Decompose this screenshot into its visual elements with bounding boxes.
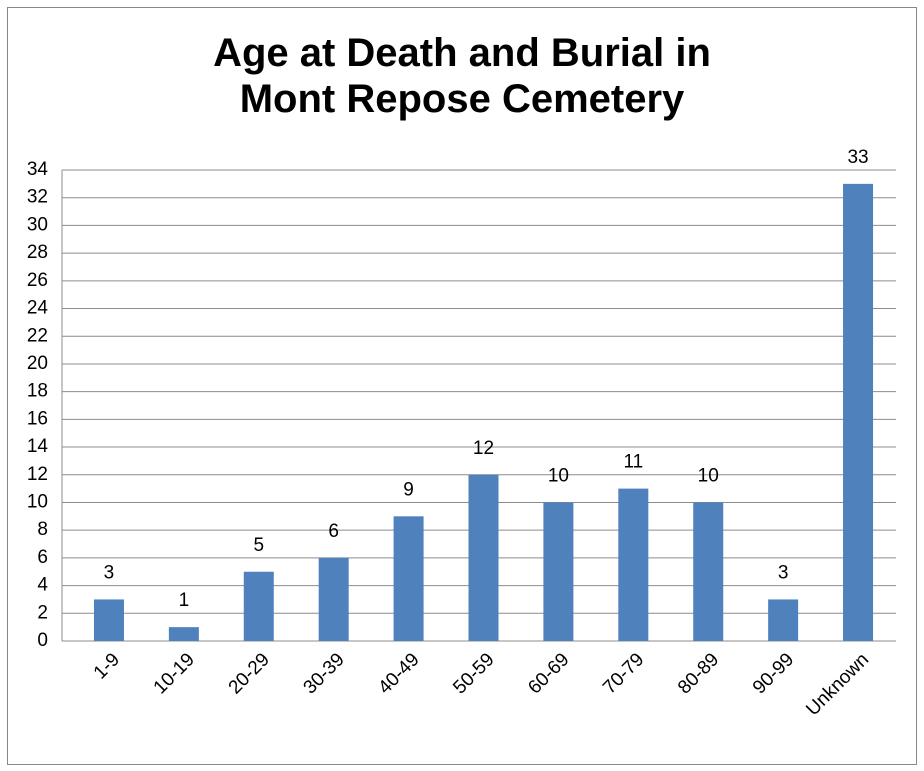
value-label: 33 (847, 147, 868, 168)
value-label: 9 (403, 479, 414, 500)
bar (393, 516, 424, 641)
value-label: 11 (623, 452, 643, 473)
y-tick-label: 0 (37, 630, 48, 651)
y-tick-label: 6 (37, 547, 48, 568)
y-tick-label: 20 (27, 353, 48, 374)
bar (243, 571, 274, 641)
bar (543, 502, 574, 641)
bar (693, 502, 724, 641)
y-tick-label: 12 (27, 464, 48, 485)
y-tick-label: 32 (27, 187, 48, 208)
y-tick-label: 24 (27, 298, 49, 319)
value-label: 6 (328, 521, 339, 542)
y-tick-label: 4 (37, 575, 48, 596)
bar (468, 474, 499, 641)
bar (318, 557, 349, 641)
chart-title: Age at Death and Burial in Mont Repose C… (213, 31, 711, 121)
chart-border (7, 7, 917, 765)
y-tick-label: 14 (27, 436, 49, 457)
y-tick-label: 30 (27, 214, 48, 235)
y-tick-label: 2 (37, 602, 48, 623)
value-label: 3 (778, 562, 789, 583)
value-label: 10 (548, 465, 569, 486)
y-tick-label: 34 (27, 159, 49, 180)
bar (843, 183, 874, 641)
bar (93, 599, 124, 641)
value-label: 1 (179, 590, 190, 611)
y-tick-label: 22 (27, 325, 48, 346)
value-label: 5 (253, 535, 264, 556)
bar (618, 488, 649, 641)
bar (768, 599, 799, 641)
y-tick-label: 8 (37, 519, 48, 540)
y-tick-label: 16 (27, 408, 48, 429)
value-label: 3 (104, 562, 115, 583)
value-label: 10 (698, 465, 719, 486)
y-tick-label: 28 (27, 242, 48, 263)
y-tick-label: 26 (27, 270, 48, 291)
bar (168, 627, 199, 641)
y-tick-label: 10 (27, 491, 48, 512)
y-tick-label: 18 (27, 381, 48, 402)
value-label: 12 (473, 438, 494, 459)
